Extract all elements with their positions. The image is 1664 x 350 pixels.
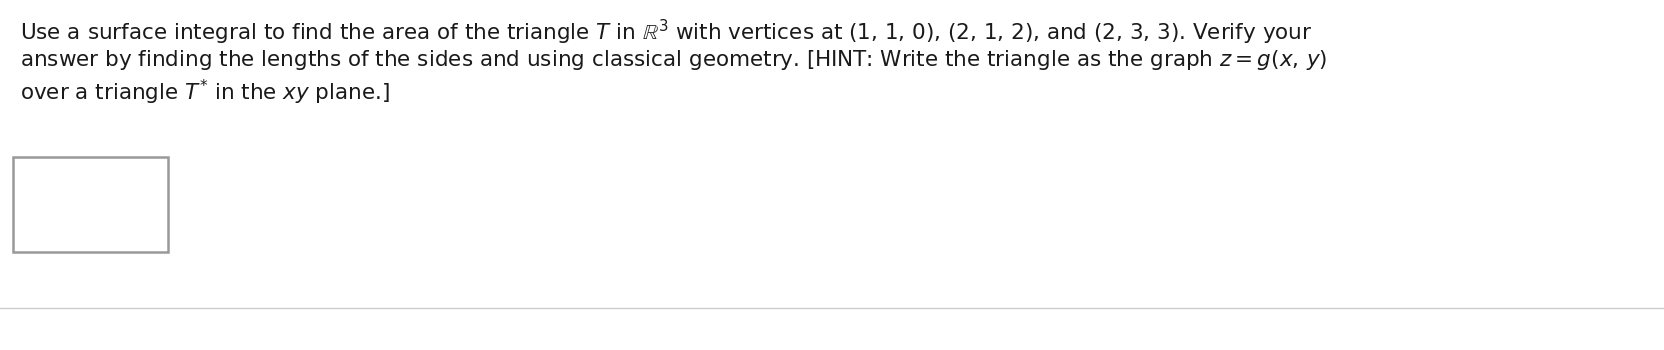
Text: answer by finding the lengths of the sides and using classical geometry. [HINT: : answer by finding the lengths of the sid… — [20, 48, 1328, 72]
Text: over a triangle $\mathit{T}^{*}$ in the $\mathit{xy}$ plane.]: over a triangle $\mathit{T}^{*}$ in the … — [20, 78, 389, 107]
Text: Use a surface integral to find the area of the triangle $\mathit{T}$ in $\mathbb: Use a surface integral to find the area … — [20, 18, 1313, 47]
Bar — [13, 157, 168, 252]
